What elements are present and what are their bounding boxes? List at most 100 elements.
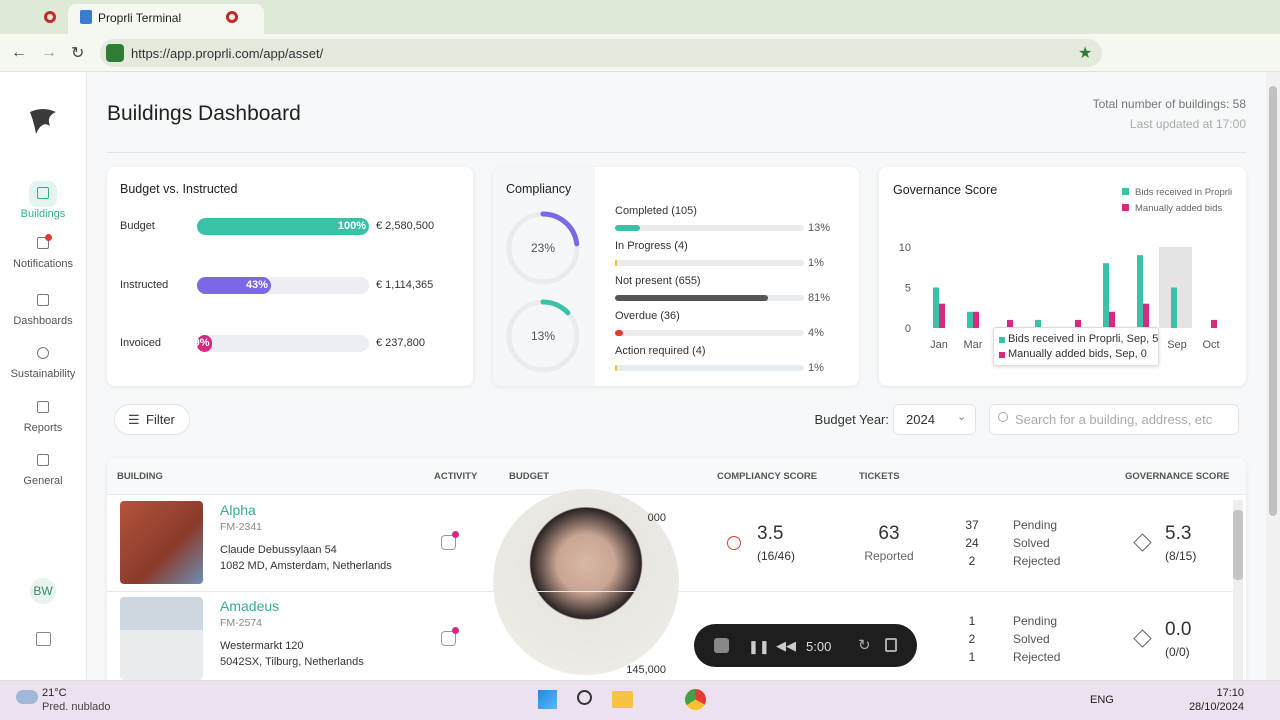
start-button[interactable] — [538, 690, 557, 709]
tooltip-line: Bids received in Proprli, Sep, 5 — [1008, 333, 1159, 345]
nav-label[interactable]: Notifications — [13, 258, 73, 270]
tooltip-swatch — [999, 352, 1005, 358]
x-tick-label: Oct — [1202, 339, 1219, 351]
pause-button[interactable]: ❚❚ — [748, 639, 770, 654]
bar — [933, 287, 939, 328]
compliancy-bar — [615, 225, 640, 231]
compliancy-item-label: Overdue (36) — [615, 310, 680, 322]
reload-button[interactable]: ↻ — [71, 45, 85, 62]
budget-bar — [197, 335, 213, 352]
legend-swatch — [1122, 204, 1129, 211]
chrome-button[interactable] — [685, 689, 706, 710]
column-header[interactable]: BUILDING — [117, 471, 163, 482]
compliancy-percent: 1% — [808, 257, 824, 269]
status-label: Solved — [1013, 632, 1050, 646]
rewind-button[interactable]: ◀◀ — [776, 638, 796, 653]
card-title: Budget vs. Instructed — [120, 182, 238, 196]
building-name[interactable]: Amadeus — [220, 598, 280, 614]
restart-button[interactable]: ↻ — [858, 637, 871, 654]
nav-icon[interactable] — [37, 294, 49, 306]
budget-percent: 9% — [193, 337, 210, 349]
weather-icon — [16, 690, 38, 704]
compliancy-bar — [615, 365, 617, 371]
search-button[interactable] — [577, 690, 592, 705]
nav-icon[interactable] — [37, 401, 49, 413]
collapse-icon[interactable] — [36, 632, 51, 646]
bar — [973, 311, 979, 328]
compliancy-percent: 1% — [808, 362, 824, 374]
budget-percent: 100% — [337, 220, 366, 232]
column-header[interactable]: ACTIVITY — [434, 471, 478, 482]
page-title: Buildings Dashboard — [107, 102, 301, 125]
tab-favicon — [80, 10, 92, 24]
last-updated: Last updated at 17:00 — [1129, 117, 1246, 131]
status-label: Rejected — [1013, 650, 1061, 664]
building-code: FM-2574 — [220, 617, 263, 629]
recording-indicator — [44, 11, 56, 23]
compliancy-percent: 81% — [808, 292, 831, 304]
building-photo — [120, 597, 203, 680]
recorder-time: 5:00 — [806, 639, 832, 654]
delete-button[interactable] — [885, 638, 897, 652]
compliancy-percent: 13% — [808, 222, 831, 234]
url: https://app.proprli.com/app/asset/ — [131, 46, 324, 61]
nav-icon[interactable] — [37, 237, 49, 249]
nav-icon[interactable] — [37, 454, 49, 466]
back-button[interactable]: ← — [11, 44, 27, 61]
column-header[interactable]: TICKETS — [859, 471, 900, 482]
nav-icon[interactable] — [37, 347, 49, 359]
activity-icon[interactable] — [441, 631, 456, 646]
nav-label[interactable]: Buildings — [20, 208, 66, 220]
nav-icon[interactable] — [37, 187, 49, 199]
bookmark-star[interactable]: ★ — [1078, 45, 1093, 62]
tickets-label: Reported — [864, 549, 914, 563]
avatar[interactable]: BW — [30, 578, 56, 604]
filter-button[interactable] — [114, 404, 190, 435]
building-name[interactable]: Alpha — [220, 502, 256, 518]
donut-label: 23% — [531, 241, 555, 255]
year-select[interactable] — [893, 404, 976, 435]
bar — [967, 311, 973, 328]
compliancy-item-label: Completed (105) — [615, 205, 697, 217]
column-header[interactable]: BUDGET — [509, 471, 550, 482]
nav-label[interactable]: Sustainability — [10, 368, 76, 380]
year-label: Budget Year: — [814, 412, 889, 427]
activity-icon[interactable] — [441, 535, 456, 550]
temperature: 21°C — [42, 687, 67, 699]
row-divider — [107, 591, 1233, 592]
budget-amount: € 237,800 — [376, 337, 425, 349]
nav-label[interactable]: General — [23, 475, 63, 487]
y-tick-label: 10 — [899, 242, 911, 254]
activity-dot — [452, 627, 459, 634]
budget-percent: 43% — [245, 279, 268, 291]
budget-track — [197, 335, 369, 352]
budget-bar — [197, 277, 271, 294]
bar — [1075, 319, 1081, 328]
bar — [1211, 319, 1217, 328]
forward-button[interactable]: → — [41, 44, 57, 61]
donut-label: 13% — [531, 329, 555, 343]
status-count: 2 — [968, 632, 976, 646]
column-header[interactable]: COMPLIANCY SCORE — [717, 471, 818, 482]
column-header[interactable]: GOVERNANCE SCORE — [1125, 471, 1230, 482]
budget-row-label: Instructed — [120, 279, 169, 291]
taskbar — [0, 680, 1280, 720]
stop-button[interactable] — [714, 638, 729, 653]
explorer-button[interactable] — [612, 691, 633, 708]
webcam-overlay — [493, 489, 679, 675]
governance-detail: (8/15) — [1165, 549, 1197, 563]
donuts: 23% 13% — [506, 211, 580, 373]
building-street: Claude Debussylaan 54 — [220, 544, 337, 556]
address-bar[interactable] — [100, 39, 1102, 67]
notification-dot — [45, 234, 52, 241]
compliancy-track — [615, 260, 804, 266]
bar — [939, 303, 945, 328]
nav-label[interactable]: Dashboards — [13, 315, 73, 327]
language: ENG — [1090, 694, 1114, 706]
search-input[interactable] — [989, 404, 1239, 435]
year-value: 2024 — [906, 412, 935, 427]
recording-indicator — [226, 11, 238, 23]
status-count: 37 — [965, 518, 979, 532]
budget-amount: € 2,580,500 — [376, 220, 435, 232]
nav-label[interactable]: Reports — [23, 422, 63, 434]
